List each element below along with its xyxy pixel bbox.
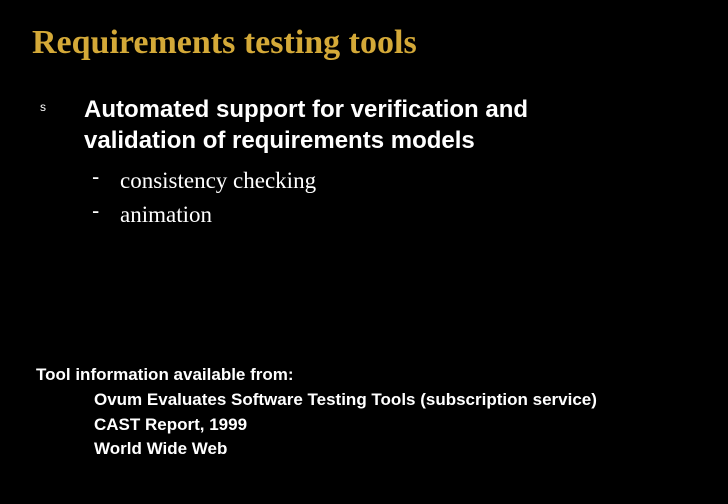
slide-title: Requirements testing tools xyxy=(32,24,696,62)
bullet-text: Automated support for verification and v… xyxy=(84,94,604,156)
bullet-text: consistency checking xyxy=(120,166,316,196)
footer-block: Tool information available from: Ovum Ev… xyxy=(36,363,597,462)
bullet-level2: - consistency checking xyxy=(92,166,696,196)
slide: Requirements testing tools s Automated s… xyxy=(0,0,728,504)
footer-source: CAST Report, 1999 xyxy=(36,413,597,438)
bullet-marker: s xyxy=(40,94,84,114)
bullet-marker: - xyxy=(92,200,120,222)
footer-source: Ovum Evaluates Software Testing Tools (s… xyxy=(36,388,597,413)
bullet-level1: s Automated support for verification and… xyxy=(40,94,696,156)
bullet-text: animation xyxy=(120,200,212,230)
slide-body: s Automated support for verification and… xyxy=(32,94,696,230)
footer-heading: Tool information available from: xyxy=(36,363,597,388)
bullet-level2: - animation xyxy=(92,200,696,230)
bullet-marker: - xyxy=(92,166,120,188)
footer-source: World Wide Web xyxy=(36,437,597,462)
